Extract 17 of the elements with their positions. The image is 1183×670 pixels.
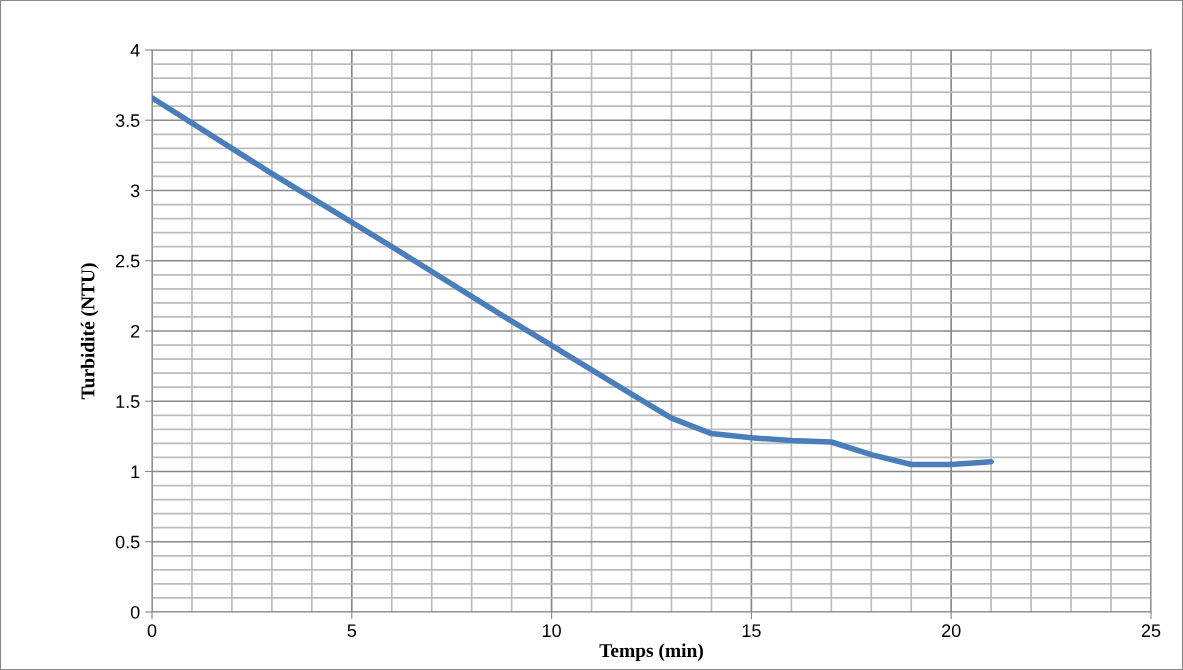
x-tick-label: 5 (347, 624, 357, 638)
y-tick-label: 2.5 (116, 254, 140, 268)
y-tick-label: 1.5 (116, 395, 140, 408)
y-tick-label: 3.5 (115, 114, 140, 127)
x-axis-title: Temps (min) (599, 643, 703, 662)
x-tick-label: 0 (147, 624, 157, 638)
x-tick-label: 10 (542, 624, 561, 638)
x-tick-label: 25 (1141, 624, 1161, 638)
y-axis-title: Turbidité (NTU) (80, 263, 99, 400)
x-tick-label: 15 (742, 624, 761, 638)
y-tick-label: 0.5 (115, 535, 140, 549)
y-tick-label: 1 (131, 465, 140, 479)
y-tick-label: 2 (131, 324, 140, 338)
y-tick-label: 0 (130, 605, 140, 619)
y-tick-label: 4 (130, 44, 140, 57)
x-tick-label: 20 (942, 624, 961, 638)
y-tick-label: 3 (130, 184, 140, 198)
